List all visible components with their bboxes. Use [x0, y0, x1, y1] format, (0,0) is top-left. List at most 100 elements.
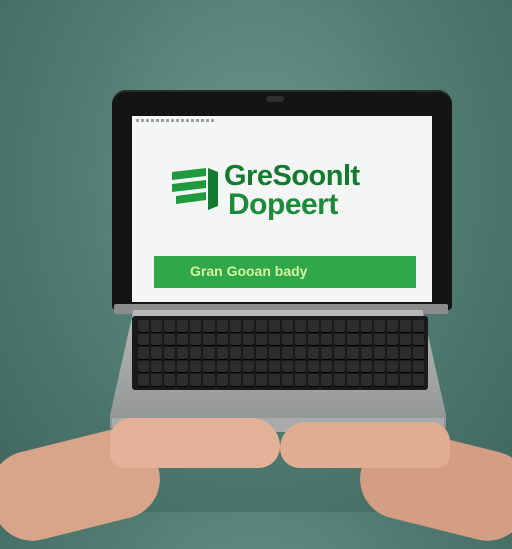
keyboard-key	[334, 333, 346, 346]
keyboard-key	[229, 347, 241, 359]
keyboard-key	[321, 333, 333, 346]
keyboard-key	[268, 347, 280, 359]
keyboard-key	[151, 374, 163, 386]
keyboard-key	[373, 333, 385, 346]
keyboard-key	[255, 374, 267, 386]
keyboard-key	[242, 374, 254, 386]
keyboard-key	[268, 320, 280, 332]
keyboard-key	[347, 374, 359, 386]
keyboard-key	[151, 333, 163, 346]
screen-top-bar	[136, 119, 216, 122]
keyboard-key	[334, 360, 346, 373]
keyboard-key	[229, 320, 241, 332]
keyboard-key	[347, 333, 359, 346]
keyboard-key	[308, 374, 320, 386]
laptop-hinge	[114, 304, 448, 314]
keyboard-key	[151, 360, 163, 373]
keyboard-key	[164, 347, 176, 359]
keyboard-key	[399, 374, 411, 386]
keyboard-key	[203, 320, 215, 332]
keyboard-key	[229, 374, 241, 386]
keyboard-key	[308, 347, 320, 359]
keyboard-key	[360, 333, 372, 346]
keyboard-key	[203, 347, 215, 359]
keyboard-key	[386, 360, 398, 373]
keyboard-key	[386, 320, 398, 332]
screen-title-line1: GreSoonlt	[224, 160, 360, 192]
keyboard-key	[177, 333, 189, 346]
keyboard-key	[177, 360, 189, 373]
keyboard-key	[360, 360, 372, 373]
keyboard-key	[164, 360, 176, 373]
keyboard-key	[203, 360, 215, 373]
keyboard-key	[229, 360, 241, 373]
keyboard-key	[216, 347, 228, 359]
keyboard-key	[151, 347, 163, 359]
laptop-screen: GreSoonlt Dopeert Gran Gooan bady	[132, 116, 432, 302]
keyboard-key	[399, 320, 411, 332]
keyboard-key	[203, 374, 215, 386]
banner-text: Gran Gooan bady	[190, 263, 308, 279]
keyboard-key	[347, 320, 359, 332]
keyboard-key	[281, 333, 294, 346]
keyboard-key	[255, 320, 267, 332]
keyboard-key	[281, 374, 294, 386]
keyboard-key	[386, 347, 398, 359]
keyboard-key	[190, 333, 202, 346]
keyboard-key	[399, 347, 411, 359]
keyboard-key	[177, 374, 189, 386]
keyboard-key	[216, 360, 228, 373]
keyboard-key	[216, 374, 228, 386]
keyboard-key	[295, 333, 307, 346]
keyboard-key	[308, 360, 320, 373]
keyboard-key	[386, 333, 398, 346]
keyboard-key	[281, 320, 294, 332]
keyboard-key	[347, 347, 359, 359]
screen-title-line2: Dopeert	[228, 188, 338, 221]
keyboard-key	[308, 333, 320, 346]
keyboard-key	[321, 320, 333, 332]
keyboard-key	[360, 374, 372, 386]
keyboard-key	[138, 374, 150, 386]
keyboard-key	[321, 360, 333, 373]
keyboard-key	[242, 360, 254, 373]
keyboard-key	[164, 333, 176, 346]
keyboard-key	[255, 333, 267, 346]
keyboard-key	[321, 374, 333, 386]
keyboard-key	[412, 347, 424, 359]
keyboard-key	[268, 333, 280, 346]
keyboard-key	[229, 333, 241, 346]
keyboard-key	[281, 347, 294, 359]
keyboard-key	[373, 360, 385, 373]
keyboard-key	[190, 320, 202, 332]
keyboard-key	[373, 347, 385, 359]
keyboard-key	[255, 347, 267, 359]
scene: GreSoonlt Dopeert Gran Gooan bady	[0, 90, 512, 549]
keyboard-key	[190, 374, 202, 386]
keyboard-key	[281, 360, 294, 373]
keyboard-key	[334, 347, 346, 359]
keyboard-key	[216, 333, 228, 346]
keyboard-key	[412, 320, 424, 332]
keyboard-key	[321, 347, 333, 359]
keyboard-key	[255, 360, 267, 373]
keyboard-key	[242, 333, 254, 346]
keyboard-key	[177, 347, 189, 359]
keyboard-keys	[138, 320, 424, 386]
keyboard-key	[360, 320, 372, 332]
keyboard-key	[295, 374, 307, 386]
keyboard-key	[412, 360, 424, 373]
keyboard-key	[386, 374, 398, 386]
keyboard-key	[268, 374, 280, 386]
keyboard-key	[164, 374, 176, 386]
logo-icon	[172, 168, 218, 210]
keyboard-key	[138, 360, 150, 373]
keyboard-key	[399, 360, 411, 373]
webcam	[266, 96, 284, 102]
keyboard-key	[190, 347, 202, 359]
keyboard-key	[242, 320, 254, 332]
keyboard-key	[412, 333, 424, 346]
keyboard-key	[308, 320, 320, 332]
keyboard-key	[334, 374, 346, 386]
keyboard-key	[347, 360, 359, 373]
